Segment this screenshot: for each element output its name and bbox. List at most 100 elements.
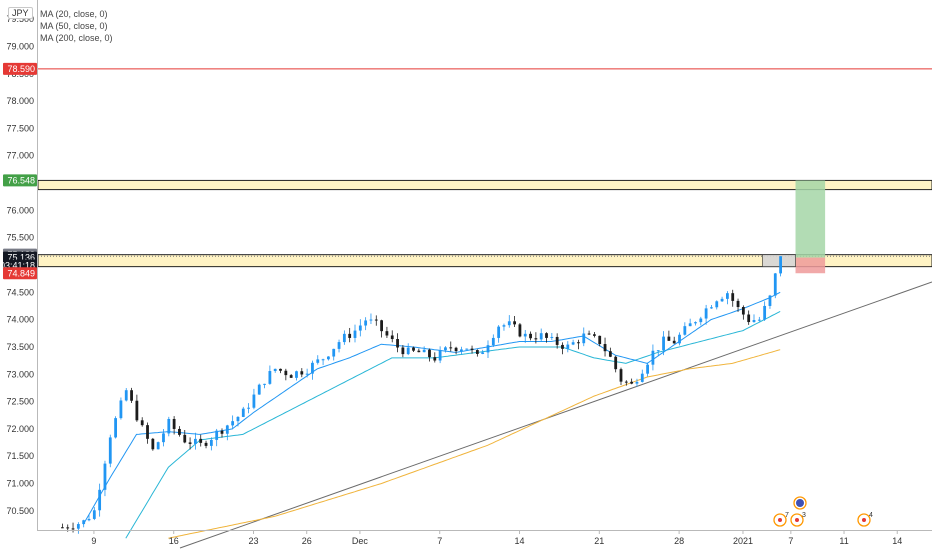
candle-body (491, 337, 495, 346)
time-tick-label: 2021 (733, 536, 753, 546)
candle-body (465, 348, 469, 350)
candle-body (130, 390, 133, 401)
candle-body (529, 333, 532, 339)
symbol-label[interactable]: JPY (8, 7, 33, 19)
price-tag: 74.849 (3, 267, 37, 280)
price-tag-label: 74.849 (7, 268, 35, 278)
candle-body (460, 349, 463, 352)
candle-body (199, 438, 203, 443)
candle-body (204, 442, 208, 446)
candles (61, 256, 782, 534)
candle-body (98, 489, 102, 511)
candle-body (82, 520, 86, 525)
price-tick-label: 74.000 (6, 315, 34, 325)
candle-body (225, 425, 229, 434)
candle-body (140, 420, 144, 426)
candle-body (279, 368, 282, 371)
events[interactable]: 7 3 4 (773, 496, 873, 527)
event-count: 3 (802, 512, 806, 519)
event-dot (795, 518, 799, 522)
candle-body (502, 325, 506, 327)
candle-body (273, 368, 277, 372)
price-tick-label: 76.000 (6, 205, 34, 215)
candle-body (433, 357, 437, 361)
event-dot (862, 518, 866, 522)
legend-ma200[interactable]: MA (200, close, 0) (40, 33, 113, 43)
candle-body (726, 293, 729, 299)
candle-body (124, 390, 128, 401)
candle-body (741, 307, 745, 315)
candle-body (374, 319, 378, 321)
legend-ma50[interactable]: MA (50, close, 0) (40, 21, 108, 31)
candle-body (422, 349, 426, 353)
candle-body (651, 350, 655, 365)
trend-line[interactable] (179, 281, 932, 549)
candle-body (268, 371, 272, 384)
price-axis[interactable]: 79.50079.00078.50078.00077.50077.00076.5… (6, 14, 34, 516)
price-tick-label: 71.500 (6, 451, 34, 461)
candle-body (444, 347, 447, 351)
candle-body (305, 373, 309, 375)
price-tag-label: 78.590 (7, 64, 35, 74)
time-tick-label: 16 (169, 536, 179, 546)
moving-averages (82, 291, 781, 539)
candle-body (87, 518, 91, 521)
price-tick-label: 70.500 (6, 506, 34, 516)
candle-body (156, 442, 160, 450)
candle-body (635, 381, 639, 384)
candle-body (92, 510, 96, 519)
price-tag: 78.590 (3, 62, 37, 75)
price-tick-label: 71.000 (6, 479, 34, 489)
price-tick-label: 75.500 (6, 233, 34, 243)
candle-body (672, 340, 676, 344)
position-tool[interactable] (762, 180, 826, 274)
candle-body (151, 438, 155, 450)
candle-body (640, 373, 644, 382)
candle-body (103, 463, 107, 490)
candle-body (263, 383, 266, 385)
candle-body (555, 336, 559, 345)
candle-body (188, 442, 192, 444)
candle-body (348, 333, 352, 338)
price-tick-label: 72.500 (6, 397, 34, 407)
candle-body (369, 319, 373, 321)
candle-body (757, 319, 761, 321)
candle-body (747, 314, 751, 323)
time-tick-label: 14 (515, 536, 525, 546)
price-tick-label: 73.500 (6, 342, 34, 352)
candle-body (385, 331, 389, 336)
price-tag-label: 76.548 (7, 175, 35, 185)
candle-body (518, 324, 522, 337)
candle-body (667, 336, 671, 341)
candle-body (710, 307, 713, 309)
candle-body (656, 350, 660, 352)
candle-body (550, 336, 554, 338)
candle-body (736, 300, 740, 308)
price-tag-label: 75.136 (7, 253, 35, 263)
flag-fill (796, 499, 804, 507)
candle-body (694, 322, 697, 324)
candle-body (561, 344, 564, 349)
time-tick-label: Dec (352, 536, 369, 546)
candle-body (284, 370, 288, 376)
candle-body (108, 437, 112, 464)
candle-body (614, 356, 618, 370)
candle-body (779, 256, 782, 274)
candle-body (61, 527, 64, 529)
event-dot (778, 518, 782, 522)
candle-body (715, 301, 719, 308)
time-axis[interactable]: 9 16 23 26 Dec 7 14 21 28 2021 7 11 14 (91, 530, 902, 546)
time-tick-label: 21 (594, 536, 604, 546)
legend-ma20[interactable]: MA (20, close, 0) (40, 9, 108, 19)
candle-body (683, 326, 687, 335)
time-tick-label: 7 (788, 536, 793, 546)
price-tag-bg (3, 62, 37, 75)
ma50-line (125, 310, 781, 539)
candle-body (172, 418, 176, 429)
candle-body (380, 320, 383, 332)
candle-body (704, 308, 708, 319)
candle-body (257, 384, 261, 395)
event-count: 4 (869, 512, 873, 519)
candle-body (534, 338, 538, 340)
